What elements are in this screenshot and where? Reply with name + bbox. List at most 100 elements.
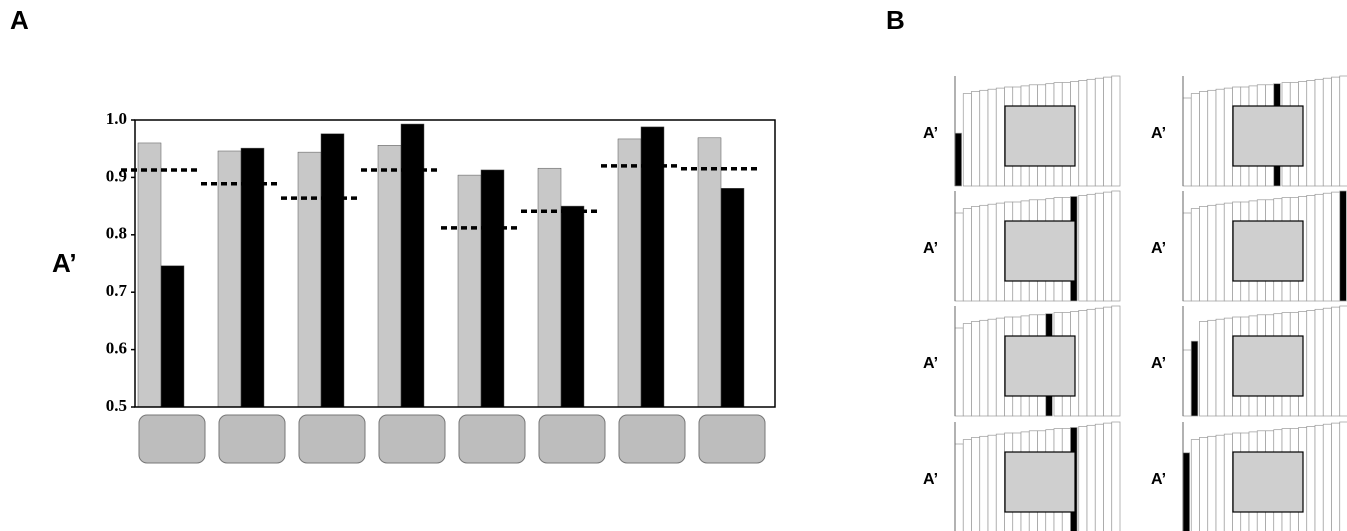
rank-bar (1315, 425, 1323, 531)
category-icon (699, 415, 765, 463)
rank-bar (988, 319, 996, 416)
bar (161, 266, 184, 407)
rank-bar (1200, 321, 1208, 416)
y-tick-label: 0.8 (106, 224, 127, 243)
stimulus-image (1005, 336, 1075, 396)
panel-a-label: A’ (923, 125, 938, 142)
rank-bar (1095, 78, 1103, 186)
rank-bar (1208, 436, 1216, 531)
bar (698, 138, 721, 407)
category-icon (299, 415, 365, 463)
rank-bar (1315, 79, 1323, 186)
stimulus-image (1005, 221, 1075, 281)
category-icon (219, 415, 285, 463)
rank-bar (963, 324, 971, 416)
rank-bar (1340, 191, 1347, 301)
bar (481, 170, 504, 407)
rank-bar (980, 205, 988, 301)
stimulus-image (1005, 106, 1075, 166)
rank-bar (1183, 453, 1190, 531)
bar (401, 124, 424, 407)
rank-bar (1183, 98, 1191, 186)
rank-bar (996, 203, 1004, 301)
category-icon (139, 415, 205, 463)
bar (538, 168, 561, 407)
rank-bar (1104, 423, 1112, 531)
bar (378, 145, 401, 407)
rank-bar (980, 436, 988, 531)
rank-bar (1191, 341, 1198, 416)
rank-bar (1216, 435, 1224, 531)
rank-bar (972, 91, 980, 186)
rank-bar (1079, 195, 1087, 301)
bar (138, 143, 161, 407)
y-tick-label: 1.0 (106, 109, 127, 128)
rank-bar (1315, 194, 1323, 301)
stimulus-image (1233, 221, 1303, 281)
rank-bar (972, 206, 980, 301)
rank-bar (1200, 437, 1208, 531)
panel-label: B (886, 5, 905, 35)
y-tick-label: 0.6 (106, 339, 127, 358)
rank-bar (1224, 434, 1232, 531)
rank-bar (955, 213, 963, 301)
rank-bar (1191, 440, 1199, 531)
rank-bar (1183, 213, 1191, 301)
rank-bar (996, 318, 1004, 416)
bar (458, 175, 481, 407)
rank-bar (1191, 209, 1199, 301)
rank-bar (988, 89, 996, 186)
rank-bar (955, 328, 963, 416)
category-icon (619, 415, 685, 463)
rank-bar (1200, 91, 1208, 186)
rank-bar (1095, 424, 1103, 531)
rank-bar (1095, 193, 1103, 301)
rank-bar (1112, 191, 1120, 301)
rank-bar (1323, 424, 1331, 531)
rank-bar (955, 133, 962, 186)
rank-bar (1095, 308, 1103, 416)
rank-bar (1216, 89, 1224, 186)
stimulus-image (1233, 336, 1303, 396)
rank-bar (996, 434, 1004, 531)
bar (241, 148, 264, 407)
rank-bar (1216, 204, 1224, 301)
y-tick-label: 0.7 (106, 281, 128, 300)
rank-bar (963, 209, 971, 301)
figure: A B A’ 0.50.60.70.80.91.0A’A’A’A’A’A’A’A… (0, 0, 1347, 531)
rank-bar (988, 204, 996, 301)
rank-bar (1323, 78, 1331, 186)
rank-bar (980, 90, 988, 186)
stimulus-image (1005, 452, 1075, 512)
panel-a-label: A’ (923, 240, 938, 257)
rank-bar (1332, 423, 1340, 531)
rank-bar (1208, 90, 1216, 186)
rank-bar (1216, 319, 1224, 416)
bar (298, 152, 321, 407)
rank-bar (1315, 309, 1323, 416)
stimulus-image (1233, 106, 1303, 166)
bar (561, 206, 584, 407)
rank-bar (988, 435, 996, 531)
rank-bar (1087, 79, 1095, 186)
rank-bar (1208, 205, 1216, 301)
bar (321, 134, 344, 407)
rank-bar (1183, 350, 1191, 416)
rank-bar (980, 320, 988, 416)
rank-bar (1340, 422, 1347, 531)
rank-bar (1112, 306, 1120, 416)
rank-bar (1104, 192, 1112, 301)
category-icon (459, 415, 525, 463)
rank-bar (1104, 77, 1112, 186)
rank-bar (1087, 194, 1095, 301)
rank-bar (972, 437, 980, 531)
rank-bar (1323, 193, 1331, 301)
rank-bar (1191, 94, 1199, 186)
rank-bar (1224, 88, 1232, 186)
panel-a-label: A’ (1151, 471, 1166, 488)
rank-bar (1079, 426, 1087, 531)
y-tick-label: 0.5 (106, 396, 127, 415)
rank-bar (1307, 80, 1315, 186)
rank-bar (1104, 307, 1112, 416)
category-icon (539, 415, 605, 463)
